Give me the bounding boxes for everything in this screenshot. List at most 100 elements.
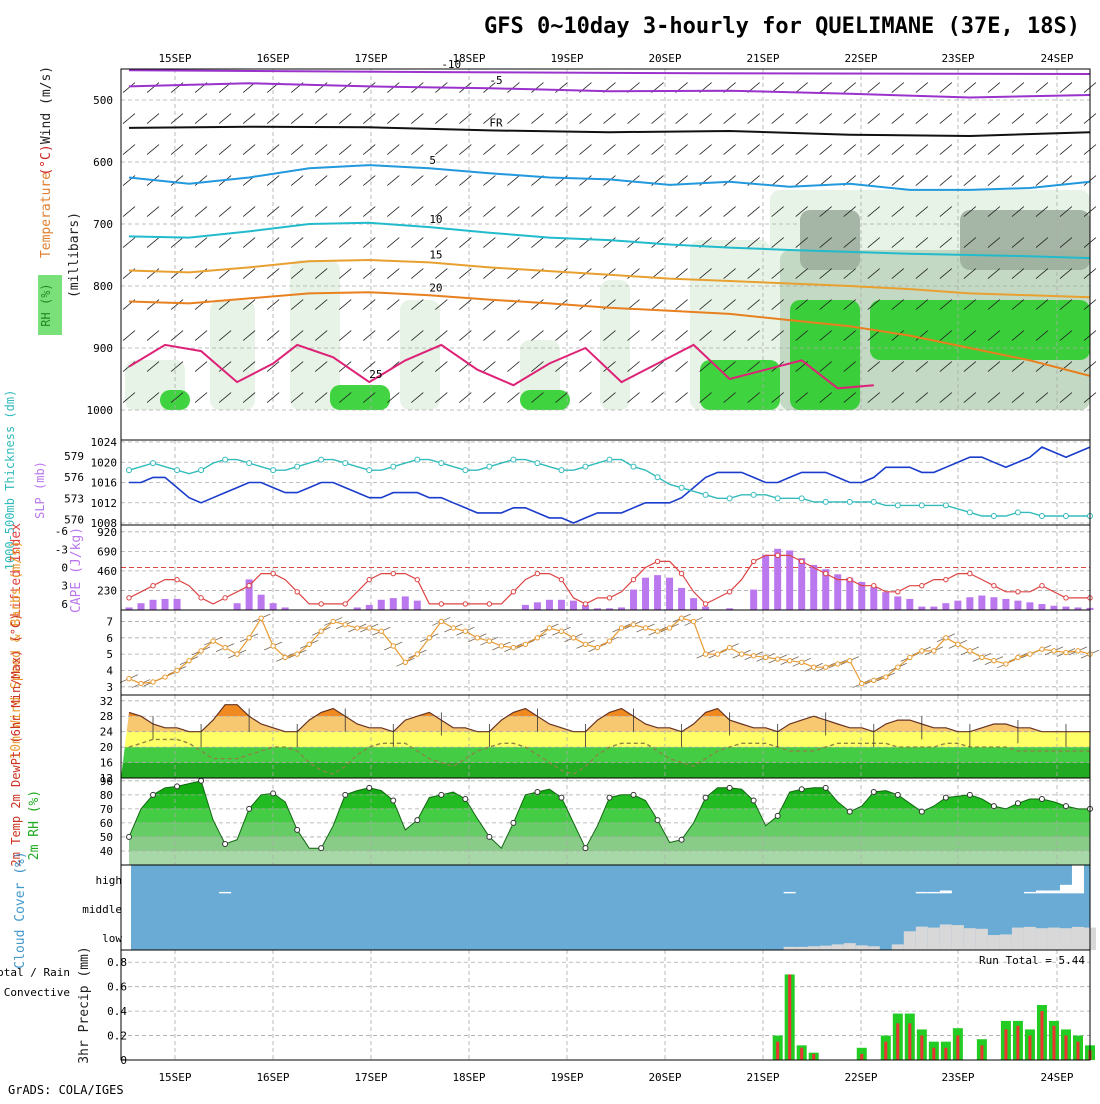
slp-axis-label: SLP (mb) [33, 461, 47, 519]
wind-tick: 6 [106, 632, 113, 645]
wind-barb [867, 299, 881, 310]
cloud-low-bar [951, 925, 964, 950]
wind-barb [218, 299, 232, 310]
wind-marker [558, 628, 565, 634]
wind-barb [242, 237, 256, 248]
lifted-index-marker [534, 570, 541, 577]
cape-bar [125, 607, 133, 610]
wind-barb [555, 392, 568, 403]
wind-barb [819, 392, 832, 403]
wind-marker [967, 648, 973, 654]
wind-barb [915, 268, 929, 279]
wind-barb [939, 361, 953, 372]
wind-barb [795, 175, 808, 186]
wind-barb [314, 299, 328, 310]
wind-barb [531, 392, 544, 403]
cape-bar [990, 597, 998, 610]
lifted-index-marker [919, 583, 925, 589]
wind-barb [699, 330, 712, 341]
rh-marker [798, 786, 805, 793]
wind-barb [387, 268, 400, 279]
wind-marker [510, 644, 517, 651]
wind-barb [987, 113, 1001, 124]
slp-panel: 570 573 576 579 1008 1012 1016 1020 1024 [64, 436, 1093, 530]
wind-barb [987, 237, 1001, 248]
wind-barb [891, 392, 905, 403]
wind-barb [843, 268, 857, 279]
cape-bar [365, 604, 373, 610]
wind-marker [738, 651, 745, 657]
wind-barb [795, 237, 808, 248]
precip-convective-bar [788, 974, 792, 1060]
precip-tick: 0.6 [107, 981, 127, 994]
rh-marker [462, 796, 469, 803]
wind-barb [266, 206, 280, 217]
rh-shading [290, 260, 340, 410]
wind-barb [507, 268, 520, 279]
wind-barb [290, 237, 304, 248]
wind-marker [414, 651, 420, 657]
wind-axis-label: Wind (m/s) [39, 66, 54, 144]
wind-barb [867, 237, 881, 248]
wind-barb [819, 361, 832, 372]
wind-barb [555, 361, 568, 372]
lifted-index-marker [1039, 583, 1045, 589]
wind-marker [426, 635, 433, 641]
wind-barb [891, 175, 905, 186]
wind-barb [699, 206, 712, 217]
wind-marker [786, 657, 793, 664]
cape-bar [161, 598, 169, 610]
cape-bar [521, 604, 529, 610]
cape-bar [569, 600, 577, 610]
wind-marker [582, 641, 589, 648]
temperature-line [128, 704, 1090, 733]
wind-barb [675, 206, 688, 217]
rh-marker [246, 805, 253, 812]
wind-barb [266, 113, 280, 124]
wind-barb [987, 268, 1001, 279]
wind-marker [318, 628, 324, 634]
wind-barb [290, 268, 304, 279]
wind-barb [146, 330, 160, 341]
cape-bar [762, 554, 770, 610]
thickness-marker [726, 495, 733, 502]
wind-barb [1035, 175, 1049, 186]
wind-barb [723, 330, 736, 341]
isotherm-label: 5 [429, 154, 436, 167]
wind-barb [915, 144, 929, 155]
precip-convective-bar [1076, 1041, 1080, 1060]
wind-barb [242, 268, 256, 279]
wind-marker [150, 679, 156, 685]
wind-marker [835, 661, 841, 667]
rh-axis-label-2m: 2m RH (%) [27, 790, 42, 860]
wind-barb [411, 392, 424, 403]
wind-barb [771, 237, 784, 248]
wind-barb [411, 361, 424, 372]
wind-barb [843, 113, 857, 124]
lifted-index-marker [847, 576, 853, 583]
wind-barb [314, 237, 328, 248]
cape-bar [678, 587, 686, 610]
wind-barb [627, 330, 640, 341]
lifted-index-tick: 3 [61, 580, 68, 593]
wind-barb [338, 392, 352, 403]
run-total-label: Run Total = 5.44 [979, 954, 1085, 967]
wind-barb [483, 392, 496, 403]
wind-barb [435, 392, 448, 403]
precip-convective-bar [1064, 1035, 1068, 1060]
wind-barb [723, 299, 736, 310]
lifted-index-tick: 0 [61, 562, 68, 575]
wind-barb [290, 361, 304, 372]
cloud-high-bar [219, 891, 232, 894]
rh-marker [870, 789, 877, 796]
slp-tick: 1024 [91, 436, 118, 449]
wind-marker [654, 628, 661, 634]
wind-marker [690, 618, 697, 625]
panels: 15SEP 16SEP 17SEP 18SEP 19SEP 20SEP 21SEP 22SEP… [0, 52, 1100, 1084]
cloud-low-bar [855, 945, 868, 950]
cape-bar [786, 550, 794, 610]
wind-barb [146, 361, 160, 372]
wind-barb [122, 392, 136, 403]
thickness-marker [558, 467, 565, 474]
rh-marker [1038, 796, 1045, 803]
